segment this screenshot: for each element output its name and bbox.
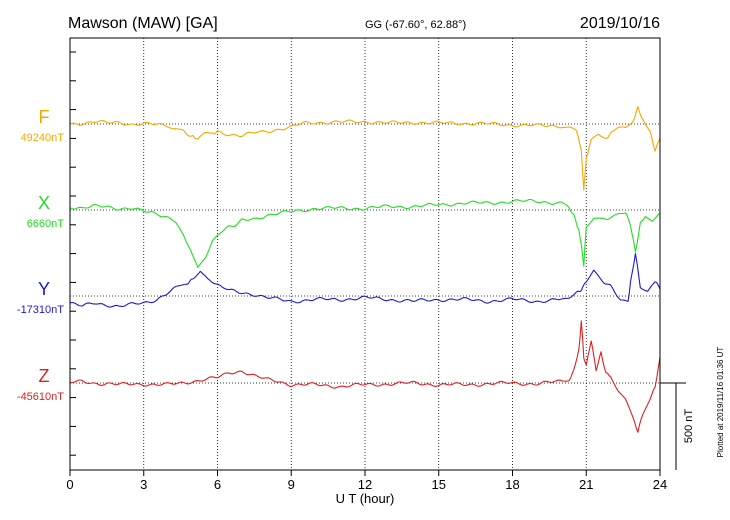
series-line-x [69,198,661,268]
plot-area: F 49240nT X 6660nT Y -17310nT Z -45610nT [17,38,661,470]
chart-date: 2019/10/16 [580,15,660,32]
series-y: Y -17310nT [17,253,661,316]
station-title: Mawson (MAW) [GA] [68,15,218,32]
station-coords: GG (-67.60°, 62.88°) [365,19,466,31]
scale-bar-label: 500 nT [683,409,695,444]
x-tick-label: 24 [653,477,667,492]
series-baseline-z: -45610nT [17,391,64,403]
x-axis-label: U T (hour) [336,491,395,506]
series-baseline-y: -17310nT [17,304,64,316]
series-name-y: Y [38,279,50,299]
x-tick-label: 6 [214,477,221,492]
series-line-f [69,106,661,191]
series-baseline-x: 6660nT [27,218,65,230]
plotted-timestamp: Plotted at 2019/11/16 01:36 UT [716,347,725,458]
x-tick-label: 18 [505,477,519,492]
series-f: F 49240nT [21,106,661,191]
x-tick-label: 21 [579,477,593,492]
x-tick-label: 15 [432,477,446,492]
series-name-f: F [39,107,50,127]
x-tick-label: 0 [66,477,73,492]
series-line-z [69,320,661,433]
series-z: Z -45610nT [17,320,661,433]
scale-bar: 500 nT [660,382,695,470]
series-name-x: X [38,193,50,213]
series-line-y [69,253,661,308]
series-name-z: Z [39,366,50,386]
series-baseline-f: 49240nT [21,132,65,144]
series-x: X 6660nT [27,193,661,268]
x-tick-label: 3 [140,477,147,492]
x-tick-label: 12 [358,477,372,492]
x-tick-label: 9 [288,477,295,492]
x-axis: 0 3 6 9 12 15 18 21 24 [66,470,667,492]
